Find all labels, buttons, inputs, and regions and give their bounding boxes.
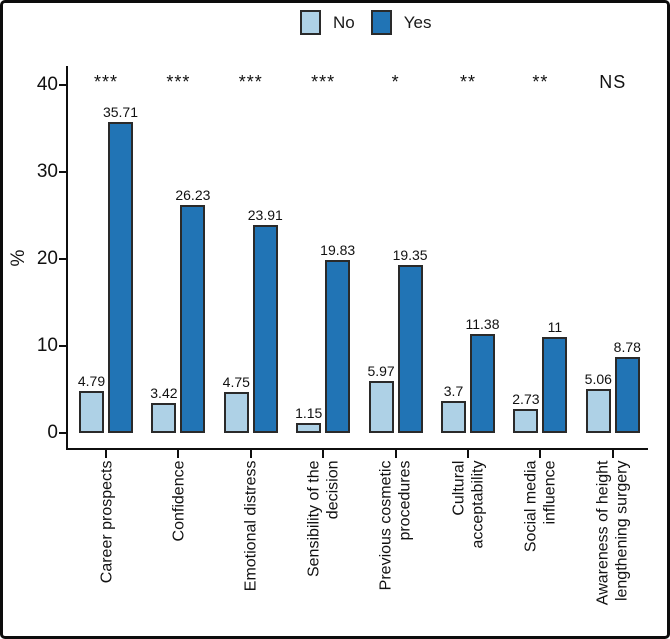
bar-yes <box>542 337 568 433</box>
significance-marker: * <box>391 72 400 92</box>
legend-label: Yes <box>403 12 432 32</box>
bar-no <box>585 389 611 433</box>
value-label: 35.71 <box>102 104 139 120</box>
y-tick-label: 20 <box>36 248 58 269</box>
legend-swatch-yes <box>370 10 392 35</box>
x-tick <box>105 450 107 458</box>
bar-no <box>296 423 322 433</box>
legend: No Yes <box>300 10 431 35</box>
x-tick <box>467 450 469 458</box>
x-tick-label-line: acceptability <box>469 460 486 549</box>
x-tick <box>249 450 252 458</box>
x-tick-label: Awareness of height lengthening surgery <box>592 460 634 635</box>
bar-no <box>151 403 177 433</box>
x-tick-label-line: Previous cosmetic <box>377 460 395 590</box>
bar-no <box>513 409 539 433</box>
x-tick <box>394 450 397 458</box>
bar-yes <box>252 225 278 433</box>
x-tick-label-line: lengthening surgery <box>613 460 631 601</box>
x-tick <box>177 450 180 458</box>
x-tick <box>611 450 614 458</box>
value-label: 5.06 <box>584 371 612 387</box>
value-label: 2.73 <box>512 391 540 407</box>
x-tick-label: Social media influence <box>519 460 561 635</box>
x-axis-line <box>66 448 648 450</box>
legend-swatch-no <box>300 10 321 35</box>
value-label: 5.97 <box>367 363 395 379</box>
y-tick <box>59 84 66 86</box>
x-tick-label: Sensibility of the decision <box>302 460 344 635</box>
significance-marker: ** <box>532 72 549 92</box>
bar-no <box>79 391 104 433</box>
y-tick-label: 10 <box>36 335 58 356</box>
value-label: 8.78 <box>613 339 641 355</box>
significance-marker: *** <box>238 72 263 92</box>
x-tick-label: Cultural acceptability <box>447 460 489 635</box>
bar-yes <box>325 260 351 433</box>
y-tick <box>59 345 66 347</box>
x-tick-label-line: Emotional distress <box>242 460 260 591</box>
x-tick-label-line: Career prospects <box>97 460 115 583</box>
y-tick <box>59 258 66 260</box>
value-label: 1.15 <box>295 405 323 421</box>
value-label: 11.38 <box>465 316 500 332</box>
x-tick-label-line: procedures <box>396 460 414 541</box>
x-tick-label: Previous cosmetic procedures <box>375 460 417 635</box>
x-tick-label: Career prospects <box>85 460 127 635</box>
y-tick <box>59 171 66 173</box>
x-tick-label: Confidence <box>157 460 199 635</box>
value-label: 3.7 <box>443 383 464 399</box>
x-tick-label-line: Cultural <box>450 460 467 516</box>
value-label: 4.75 <box>222 374 250 390</box>
y-tick-label: 40 <box>36 74 58 95</box>
legend-item-no: No <box>300 10 355 35</box>
x-tick-label-line: Social media <box>522 460 540 552</box>
significance-marker: *** <box>166 72 191 92</box>
value-label: 4.79 <box>77 373 106 389</box>
bar-no <box>368 381 394 433</box>
significance-marker: *** <box>311 72 336 92</box>
x-tick-label-line: Sensibility of the <box>305 460 323 577</box>
y-tick-label: 0 <box>47 422 58 443</box>
x-tick-label-line: decision <box>324 460 342 519</box>
x-tick <box>322 450 325 458</box>
significance-marker: ** <box>459 72 476 92</box>
value-label: 11 <box>547 319 563 335</box>
y-tick-label: 30 <box>36 161 58 182</box>
x-tick-label-line: influence <box>541 460 559 525</box>
legend-item-yes: Yes <box>370 10 432 35</box>
bar-yes <box>397 265 423 433</box>
significance-marker: *** <box>93 72 118 92</box>
y-tick <box>59 432 66 434</box>
x-tick-label-line: Confidence <box>169 460 187 541</box>
significance-marker: NS <box>599 72 627 92</box>
x-tick-label: Emotional distress <box>230 460 272 635</box>
bar-no <box>441 401 466 433</box>
bar-no <box>223 392 249 433</box>
value-label: 3.42 <box>150 385 178 401</box>
bar-yes <box>108 122 133 433</box>
x-tick-label-line: Awareness of height <box>594 460 612 605</box>
x-tick <box>539 450 542 458</box>
legend-label: No <box>333 12 355 32</box>
bar-yes <box>614 357 640 433</box>
bar-yes <box>470 334 495 433</box>
value-label: 26.23 <box>175 187 211 203</box>
y-axis-line <box>66 66 68 450</box>
value-label: 23.91 <box>247 207 283 223</box>
value-label: 19.83 <box>320 242 356 258</box>
value-label: 19.35 <box>392 247 428 263</box>
bar-yes <box>180 205 206 433</box>
